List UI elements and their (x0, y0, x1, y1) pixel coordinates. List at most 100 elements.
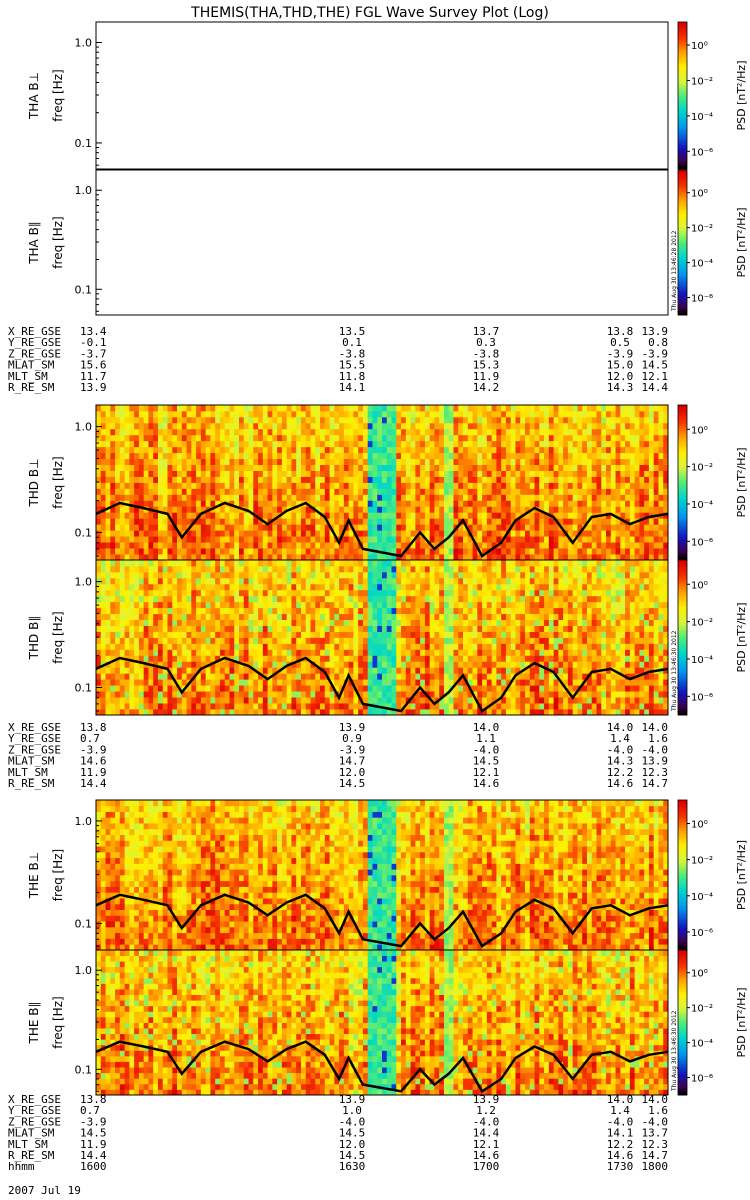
spectrogram-cell (100, 458, 106, 466)
spectrogram-cell (200, 476, 207, 483)
spectrogram-cell (382, 536, 388, 543)
spectrogram-cell (281, 697, 288, 704)
spectrogram-cell (191, 589, 197, 597)
spectrogram-cell (272, 625, 278, 632)
spectrogram-cell (205, 512, 211, 519)
spectrogram-cell (496, 452, 502, 460)
spectrogram-cell (529, 470, 535, 477)
spectrogram-cell (391, 518, 397, 525)
spectrogram-cell (100, 548, 106, 555)
spectrogram-cell (300, 416, 307, 424)
spectrogram-cell (343, 601, 350, 609)
spectrogram-cell (115, 554, 121, 561)
spectrogram-cell (553, 422, 559, 430)
spectrogram-cell (96, 488, 102, 495)
spectrogram-cell (372, 405, 378, 412)
spectrogram-cell (358, 560, 364, 567)
spectrogram-cell (224, 542, 230, 549)
spectrogram-cell (458, 488, 464, 495)
spectrogram-cell (434, 512, 440, 519)
spectrogram-cell (100, 536, 106, 543)
spectrogram-cell (272, 583, 278, 591)
spectrogram-cell (186, 709, 192, 716)
spectrogram-cell (129, 625, 135, 632)
spectrogram-cell (286, 446, 292, 454)
spectrogram-cell (100, 446, 106, 454)
spectrogram-cell (219, 410, 226, 418)
spectrogram-cell (219, 518, 226, 525)
spectrogram-cell (510, 440, 516, 448)
spectrogram-cell (348, 422, 354, 430)
spectrogram-cell (248, 619, 254, 626)
spectrogram-cell (615, 482, 621, 489)
spectrogram-cell (315, 583, 321, 591)
spectrogram-cell (124, 613, 130, 621)
spectrogram-cell (382, 685, 388, 692)
spectrogram-cell (577, 518, 583, 525)
spectrogram-cell (205, 494, 211, 501)
spectrogram-cell (119, 488, 125, 495)
spectrogram-cell (362, 452, 369, 460)
spectrogram-cell (267, 458, 273, 466)
spectrogram-cell (277, 488, 283, 495)
spectrogram-cell (620, 428, 626, 436)
spectrogram-cell (143, 577, 149, 585)
spectrogram-cell (186, 673, 192, 680)
spectrogram-cell (362, 494, 369, 501)
spectrogram-cell (367, 619, 373, 626)
spectrogram-cell (234, 428, 240, 436)
spectrogram-cell (205, 595, 211, 603)
spectrogram-cell (353, 583, 359, 591)
spectrogram-cell (200, 410, 207, 418)
spectrogram-cell (577, 512, 583, 519)
spectrogram-cell (610, 536, 616, 543)
spectrogram-cell (348, 434, 354, 442)
spectrogram-cell (262, 709, 268, 716)
spectrogram-cell (324, 619, 330, 626)
spectrogram-cell (620, 458, 626, 466)
spectrogram-cell (329, 500, 335, 507)
spectrogram-cell (272, 548, 278, 555)
spectrogram-cell (534, 428, 540, 436)
spectrogram-cell (606, 554, 612, 561)
spectrogram-cell (186, 607, 192, 615)
spectrogram-cell (157, 440, 164, 448)
spectrogram-cell (420, 428, 426, 436)
y-tick-label: 0.1 (75, 283, 93, 296)
colorbar-swatch (678, 490, 687, 494)
spectrogram-cell (96, 571, 102, 579)
spectrogram-cell (248, 625, 254, 632)
spectrogram-cell (324, 405, 330, 412)
spectrogram-cell (544, 542, 550, 549)
spectrogram-cell (215, 577, 221, 585)
spectrogram-cell (320, 589, 326, 597)
spectrogram-cell (525, 512, 531, 519)
spectrogram-cell (601, 410, 607, 418)
spectrogram-cell (548, 428, 554, 436)
spectrogram-cell (110, 631, 116, 638)
spectrogram-cell (372, 697, 378, 704)
spectrogram-cell (596, 494, 602, 501)
spectrogram-cell (277, 542, 283, 549)
spectrogram-cell (267, 422, 273, 430)
spectrogram-cell (115, 488, 121, 495)
spectrogram-cell (648, 494, 655, 501)
spectrogram-cell (367, 488, 373, 495)
spectrogram-cell (181, 643, 187, 650)
spectrogram-cell (434, 476, 440, 483)
spectrogram-cell (258, 661, 264, 668)
spectrogram-cell (258, 607, 264, 615)
spectrogram-cell (510, 542, 516, 549)
spectrogram-cell (372, 673, 378, 680)
spectrogram-cell (610, 506, 616, 513)
spectrogram-cell (443, 446, 450, 454)
spectrogram-cell (505, 548, 512, 555)
spectrogram-cell (181, 500, 187, 507)
colorbar-swatch (678, 122, 687, 126)
spectrogram-cell (258, 565, 264, 573)
spectrogram-cell (324, 607, 330, 615)
spectrogram-cell (167, 405, 173, 412)
spectrogram-cell (315, 667, 321, 674)
spectrogram-cell (110, 607, 116, 615)
spectrogram-cell (525, 488, 531, 495)
